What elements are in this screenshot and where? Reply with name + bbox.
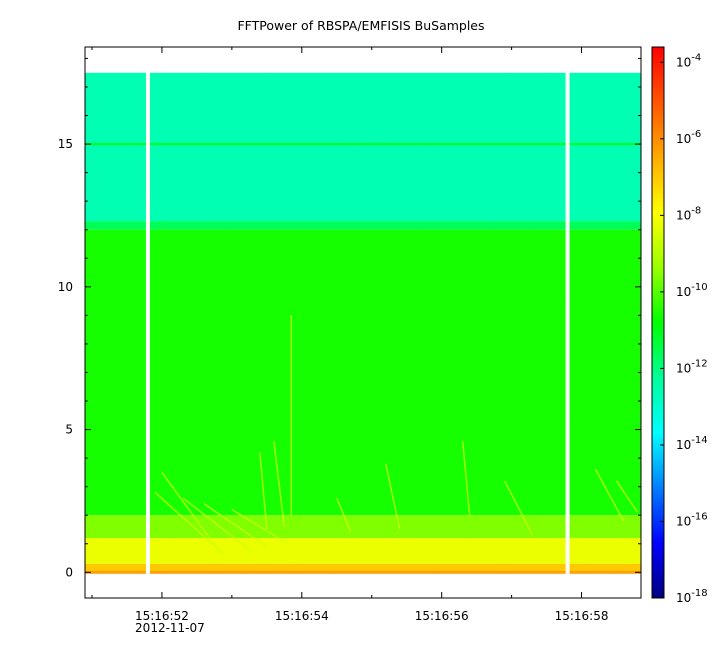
colorbar-tick-base: 10 (676, 55, 691, 69)
colorbar-tick-exponent: -16 (691, 511, 707, 522)
x-tick-label: 15:16:52 (135, 609, 189, 623)
data-gap (145, 47, 150, 598)
x-tick-label: 15:16:58 (555, 609, 609, 623)
colorbar-tick-exponent: -6 (691, 129, 701, 140)
colorbar-tick-label: 10-16 (676, 511, 708, 528)
colorbar-tick-base: 10 (676, 132, 691, 146)
data-gaps (85, 47, 641, 598)
colorbar-tick-base: 10 (676, 361, 691, 375)
colorbar-tick-base: 10 (676, 438, 691, 452)
colorbar-tick-exponent: -4 (691, 52, 701, 63)
colorbar-tick-label: 10-4 (676, 52, 701, 69)
colorbar-tick-label: 10-8 (676, 205, 701, 222)
y-tick-label: 15 (58, 137, 73, 151)
colorbar-tick-label: 10-6 (676, 129, 701, 146)
colorbar-scale (651, 46, 665, 599)
y-axis: 0 5 10 15 (58, 57, 641, 579)
colorbar-tick-base: 10 (676, 591, 691, 605)
y-tick-label: 5 (65, 423, 73, 437)
x-axis: 15:16:52 15:16:54 15:16:56 15:16:58 2012-11-… (91, 47, 609, 635)
plot-frame (84, 46, 642, 599)
x-date-label: 2012-11-07 (135, 621, 205, 635)
x-tick-label: 15:16:54 (275, 609, 329, 623)
colorbar-tick-exponent: -8 (691, 205, 701, 216)
plot-area (85, 47, 641, 598)
colorbar-tick-label: 10-10 (676, 282, 708, 299)
colorbar-tick-base: 10 (676, 285, 691, 299)
colorbar-tick-base: 10 (676, 514, 691, 528)
low-frequency-edge (85, 570, 641, 574)
chart-title: FFTPower of RBSPA/EMFISIS BuSamples (237, 18, 484, 33)
no-data-region (85, 47, 641, 73)
noise-texture (85, 72, 641, 573)
colorbar-tick-label: 10-14 (676, 435, 708, 452)
data-gap (565, 47, 570, 598)
colorbar-tick-exponent: -18 (691, 588, 707, 599)
colorbar-tick-base: 10 (676, 208, 691, 222)
x-tick-label: 15:16:56 (415, 609, 469, 623)
y-tick-label: 0 (65, 565, 73, 579)
colorbar-tick-exponent: -10 (691, 282, 707, 293)
colorbar-tick-label: 10-12 (676, 358, 708, 375)
y-tick-label: 10 (58, 280, 73, 294)
colorbar-tick-exponent: -14 (691, 435, 707, 446)
colorbar-tick-exponent: -12 (691, 358, 707, 369)
colorbar-tick-label: 10-18 (676, 588, 708, 605)
